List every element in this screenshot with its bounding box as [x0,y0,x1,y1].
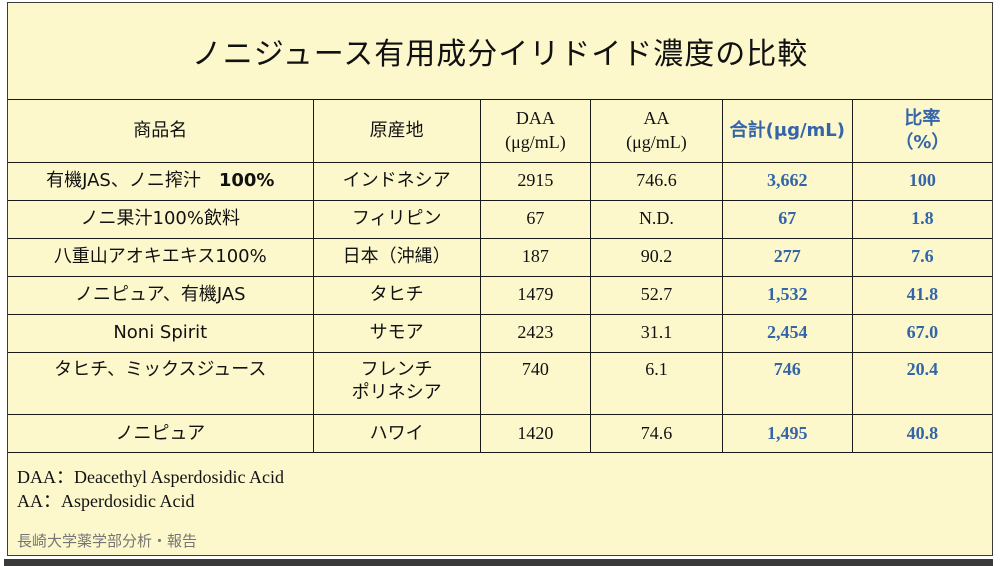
cell-aa: N.D. [590,199,723,239]
bottom-border-bar [4,559,993,566]
cell-daa: 2915 [479,161,592,201]
cell-ratio: 1.8 [851,199,993,239]
cell-total: 67 [721,199,853,239]
column-header-name: 商品名 [7,99,314,163]
cell-ratio: 40.8 [851,413,993,453]
analysis-credit: 長崎大学薬学部分析・報告 [17,531,198,550]
cell-product-name: Noni Spirit [7,313,314,353]
cell-origin: タヒチ [312,275,481,315]
cell-aa: 52.7 [590,275,723,315]
column-header-daa: DAA (μg/mL) [479,99,592,163]
slide-frame: ノニジュース有用成分イリドイド濃度の比較 商品名 原産地 DAA (μg/mL) AA(… [7,2,993,556]
cell-ratio: 41.8 [851,275,993,315]
column-header-origin: 原産地 [312,99,481,163]
title-section: ノニジュース有用成分イリドイド濃度の比較 [8,3,992,100]
cell-daa: 187 [479,237,592,277]
table-row: ノニピュア ハワイ 1420 74.6 1,495 40.8 [7,413,993,453]
table-row: Noni Spirit サモア 2423 31.1 2,454 67.0 [7,313,993,353]
cell-origin: インドネシア [312,161,481,201]
comparison-table: 商品名 原産地 DAA (μg/mL) AA (μg/mL) 合計(μg/mL) 比率 （%） … [7,99,993,453]
column-header-total: 合計(μg/mL) [721,99,853,163]
cell-daa: 740 [479,351,592,415]
table-row: ノニ果汁100%飲料 フィリピン 67 N.D. 67 1.8 [7,199,993,239]
cell-aa: 90.2 [590,237,723,277]
cell-total: 2,454 [721,313,853,353]
table-body: 有機JAS、ノニ搾汁 100% インドネシア 2915 746.6 3,662 100 ノニ… [7,161,993,453]
cell-origin: ハワイ [312,413,481,453]
cell-origin: フレンチ ポリネシア [312,351,481,415]
cell-origin: サモア [312,313,481,353]
footnote-daa: DAA：Deacethyl Asperdosidic Acid [17,467,284,487]
cell-aa: 6.1 [590,351,723,415]
cell-total: 3,662 [721,161,853,201]
cell-daa: 2423 [479,313,592,353]
cell-aa: 74.6 [590,413,723,453]
cell-product-name: ノニピュア、有機JAS [7,275,314,315]
cell-total: 277 [721,237,853,277]
table-header-row: 商品名 原産地 DAA (μg/mL) AA (μg/mL) 合計(μg/mL) 比率 （%） [7,99,993,163]
column-header-ratio: 比率 （%） [851,99,993,163]
footnote-aa: AA：Asperdosidic Acid [17,490,195,511]
cell-ratio: 7.6 [851,237,993,277]
cell-daa: 1479 [479,275,592,315]
cell-aa: 746.6 [590,161,723,201]
cell-origin: フィリピン [312,199,481,239]
footnote-section: DAA：Deacethyl Asperdosidic Acid AA：Asper… [8,452,992,551]
column-header-aa: AA (μg/mL) [590,99,723,163]
cell-total: 746 [721,351,853,415]
table-row: ノニピュア、有機JAS タヒチ 1479 52.7 1,532 41.8 [7,275,993,315]
cell-ratio: 67.0 [851,313,993,353]
page-title: ノニジュース有用成分イリドイド濃度の比較 [191,37,809,72]
cell-product-name: 八重山アオキエキス100% [7,237,314,277]
cell-product-name: 有機JAS、ノニ搾汁 100% [7,161,314,201]
cell-product-name: タヒチ、ミックスジュース [7,351,314,415]
cell-daa: 67 [479,199,592,239]
cell-product-name: ノニピュア [7,413,314,453]
cell-ratio: 100 [851,161,993,201]
cell-total: 1,495 [721,413,853,453]
cell-product-name: ノニ果汁100%飲料 [7,199,314,239]
table-row: タヒチ、ミックスジュース フレンチ ポリネシア 740 6.1 746 20.4 [7,351,993,415]
cell-ratio: 20.4 [851,351,993,415]
cell-origin: 日本（沖縄） [312,237,481,277]
table-row: 有機JAS、ノニ搾汁 100% インドネシア 2915 746.6 3,662 100 [7,161,993,201]
cell-daa: 1420 [479,413,592,453]
table-row: 八重山アオキエキス100% 日本（沖縄） 187 90.2 277 7.6 [7,237,993,277]
cell-aa: 31.1 [590,313,723,353]
cell-total: 1,532 [721,275,853,315]
